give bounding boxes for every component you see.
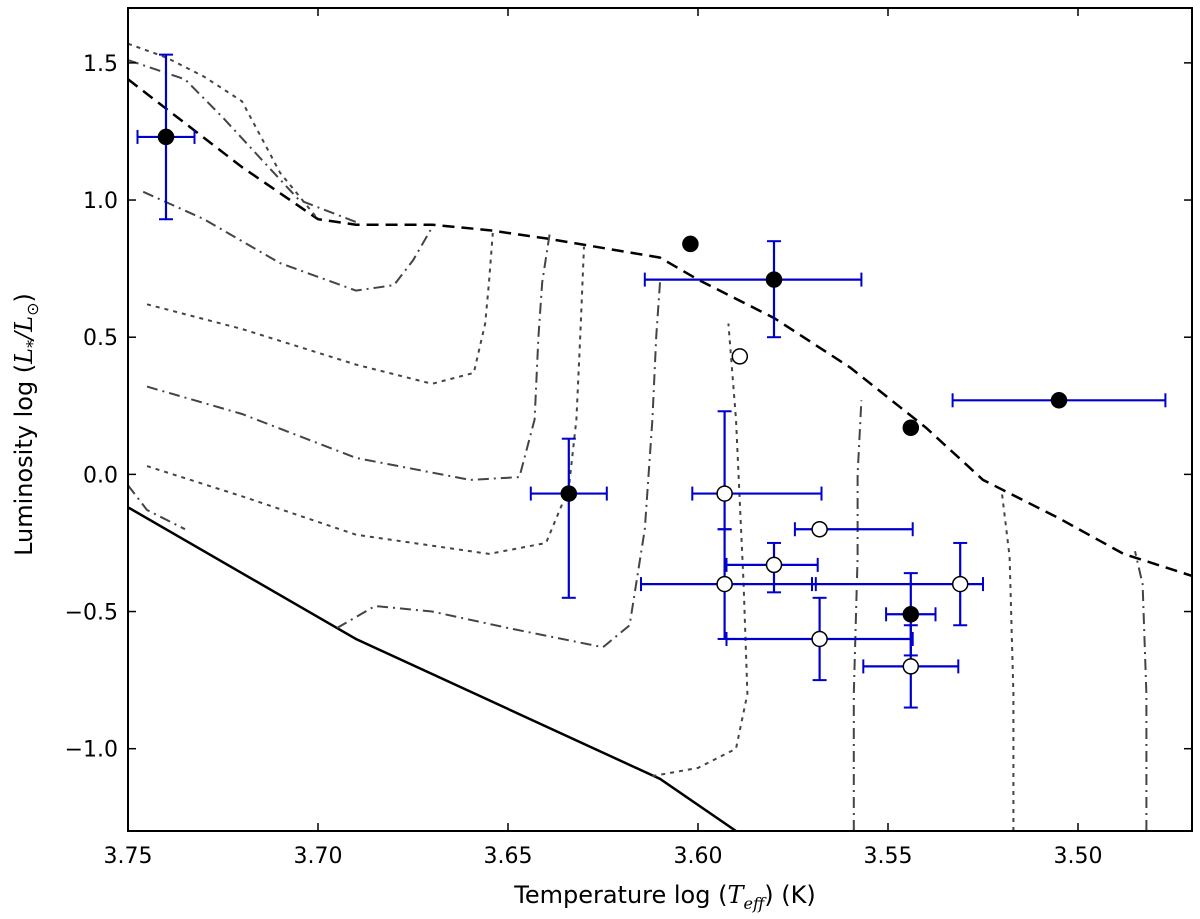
data-point-open-3: [811, 520, 828, 538]
isochrone-5: [146, 232, 551, 481]
x-label-symbol: T: [727, 881, 745, 909]
data-point-open-5: [716, 575, 733, 593]
y-label-symbol-den: L: [10, 316, 38, 333]
data-point-filled-2: [560, 485, 578, 502]
data-point-open-1: [731, 348, 749, 365]
data-point-open-8: [902, 658, 920, 675]
y-tick-label: 1.0: [83, 189, 118, 214]
x-tick-label: 3.60: [674, 844, 723, 869]
y-tick-label: 1.5: [83, 52, 118, 77]
data-point-filled-4: [765, 271, 783, 288]
y-label-sub-den: ⊙: [23, 302, 42, 315]
isochrone-3: [142, 190, 433, 292]
isochrone-4: [146, 232, 494, 385]
data-point-open-7: [811, 630, 828, 648]
x-label-subscript: eff: [743, 894, 766, 913]
points-layer: [157, 128, 1068, 675]
data-point-open-4: [765, 556, 783, 574]
birthline-dashed: [128, 78, 1192, 578]
x-tick-label: 3.50: [1054, 844, 1103, 869]
zams-solid: [128, 506, 737, 831]
x-tick-label: 3.65: [484, 844, 533, 869]
data-point-filled-7: [902, 606, 920, 623]
lines-layer: [128, 42, 1192, 831]
y-label-prefix: Luminosity log (: [10, 364, 38, 556]
isochrone-6: [146, 246, 585, 555]
x-axis-label: Temperature log (Teff) (K): [513, 881, 816, 913]
isochrone-11: [1001, 493, 1015, 831]
y-label-suffix: ): [10, 293, 38, 302]
x-tick-label: 3.70: [294, 844, 343, 869]
y-tick-label: 0.0: [83, 463, 118, 488]
y-axis-label: Luminosity log (L*/L⊙): [10, 293, 42, 556]
y-tick-label: −1.0: [65, 738, 118, 763]
y-tick-label: −0.5: [65, 601, 118, 626]
data-point-open-6: [951, 575, 969, 593]
data-point-filled-6: [1050, 392, 1068, 409]
y-tick-label: 0.5: [83, 326, 118, 351]
plot-frame: [127, 7, 1193, 832]
isochrone-8: [336, 282, 661, 649]
data-point-filled-1: [157, 128, 175, 146]
data-point-filled-5: [902, 419, 920, 436]
x-tick-label: 3.75: [104, 844, 153, 869]
isochrone-12: [1134, 550, 1148, 831]
isochrone-2: [128, 59, 357, 223]
isochrone-1: [128, 42, 319, 220]
data-point-open-2: [716, 485, 733, 502]
y-label-slash: /: [10, 329, 38, 342]
x-tick-label: 3.55: [864, 844, 913, 869]
data-point-filled-3: [682, 235, 699, 253]
ticks-layer: 3.75 3.70 3.65 3.60 3.55 3.50 1.5 1.0 0.5 0.0 −0.5…: [65, 8, 1192, 869]
y-label-symbol-num: L: [10, 348, 38, 365]
isochrone-7: [128, 484, 186, 531]
x-label-suffix: ) (K): [764, 881, 815, 909]
x-label-prefix: Temperature log (: [513, 881, 727, 909]
y-label-sub-num: *: [23, 340, 42, 348]
